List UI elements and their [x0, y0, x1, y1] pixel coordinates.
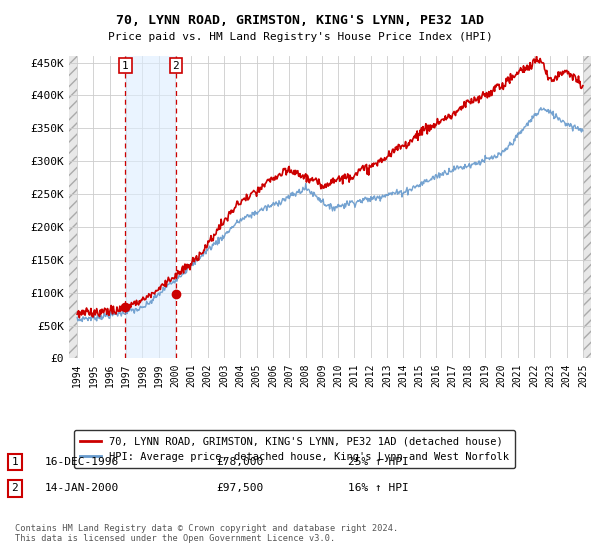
Bar	[583, 56, 591, 358]
Bar	[125, 56, 176, 358]
Text: 14-JAN-2000: 14-JAN-2000	[45, 483, 119, 493]
Text: 1: 1	[11, 457, 19, 467]
Bar	[69, 56, 77, 358]
Text: 2: 2	[172, 60, 179, 71]
Text: Price paid vs. HM Land Registry's House Price Index (HPI): Price paid vs. HM Land Registry's House …	[107, 32, 493, 43]
Text: 2: 2	[11, 483, 19, 493]
Text: £78,000: £78,000	[216, 457, 263, 467]
Text: 16-DEC-1996: 16-DEC-1996	[45, 457, 119, 467]
Text: 16% ↑ HPI: 16% ↑ HPI	[348, 483, 409, 493]
Text: Contains HM Land Registry data © Crown copyright and database right 2024.
This d: Contains HM Land Registry data © Crown c…	[15, 524, 398, 543]
Legend: 70, LYNN ROAD, GRIMSTON, KING'S LYNN, PE32 1AD (detached house), HPI: Average pr: 70, LYNN ROAD, GRIMSTON, KING'S LYNN, PE…	[74, 430, 515, 468]
Text: £97,500: £97,500	[216, 483, 263, 493]
Text: 25% ↑ HPI: 25% ↑ HPI	[348, 457, 409, 467]
Text: 1: 1	[122, 60, 129, 71]
Text: 70, LYNN ROAD, GRIMSTON, KING'S LYNN, PE32 1AD: 70, LYNN ROAD, GRIMSTON, KING'S LYNN, PE…	[116, 14, 484, 27]
